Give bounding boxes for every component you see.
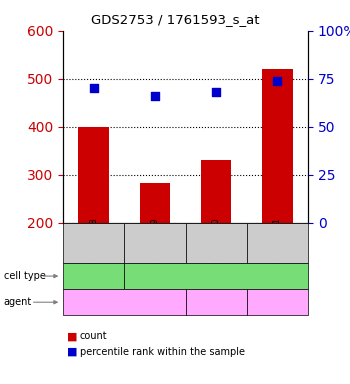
- Text: GDS2753 / 1761593_s_at: GDS2753 / 1761593_s_at: [91, 13, 259, 26]
- Text: 7-hydroxyin
dole: 7-hydroxyin dole: [194, 293, 239, 312]
- Point: [152, 93, 158, 99]
- Text: count: count: [80, 331, 107, 341]
- Text: ■: ■: [66, 347, 77, 357]
- Text: GSM143159: GSM143159: [150, 218, 159, 268]
- Bar: [201, 161, 231, 223]
- Point: [213, 89, 219, 95]
- Text: cell type: cell type: [4, 271, 46, 281]
- Text: GSM143158: GSM143158: [89, 217, 98, 268]
- Bar: [140, 183, 170, 223]
- Text: GSM143161: GSM143161: [273, 217, 282, 268]
- Point: [274, 78, 280, 84]
- Text: percentile rank within the sample: percentile rank within the sample: [80, 347, 245, 357]
- Bar: [78, 127, 109, 223]
- Bar: [262, 69, 293, 223]
- Text: agent: agent: [4, 297, 32, 307]
- Point: [91, 85, 97, 91]
- Text: ■: ■: [66, 331, 77, 341]
- Text: suspension
cells: suspension cells: [70, 266, 117, 286]
- Text: GSM143160: GSM143160: [212, 217, 220, 268]
- Text: untreated: untreated: [105, 298, 143, 307]
- Text: satin (indol
e-2,3-dione): satin (indol e-2,3-dione): [254, 293, 301, 312]
- Text: biofilm cells: biofilm cells: [191, 271, 241, 281]
